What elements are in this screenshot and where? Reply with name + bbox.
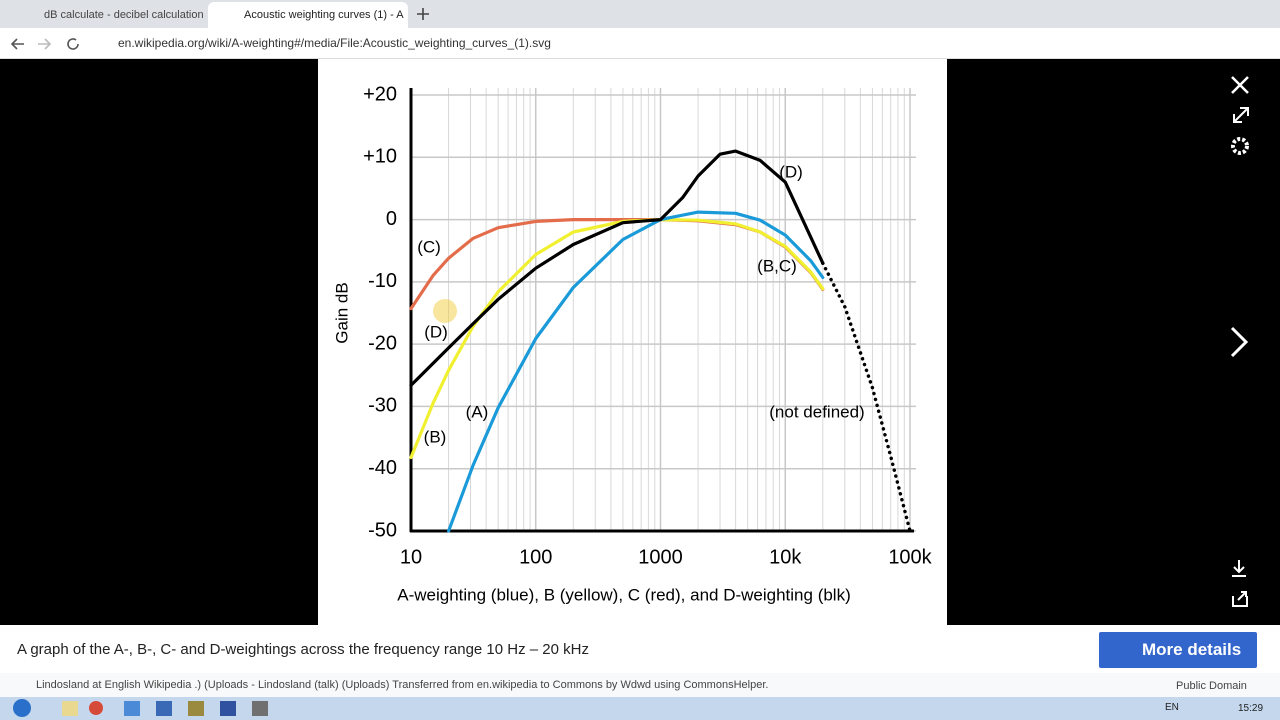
y-tick-label: -10 (368, 270, 397, 292)
y-tick-label: -30 (368, 395, 397, 417)
annotation: (B,C) (757, 256, 797, 275)
y-tick-label: -50 (368, 519, 397, 541)
attribution-bar: Lindosland at English Wikipedia .) (Uplo… (0, 673, 1280, 697)
cursor-highlight (433, 299, 457, 323)
tab-bar: dB calculate - decibel calculation Acous… (0, 0, 1280, 28)
download-icon[interactable] (1232, 560, 1246, 577)
expand-icon[interactable] (1233, 107, 1249, 123)
x-axis-label: A-weighting (blue), B (yellow), C (red),… (397, 585, 851, 604)
y-tick-label: -40 (368, 457, 397, 479)
settings-icon[interactable] (1231, 137, 1249, 155)
clock: 15:29 (1238, 703, 1264, 714)
annotation: (D) (779, 162, 803, 181)
x-tick-label: 1000 (638, 546, 683, 568)
more-details-button[interactable]: More details (1099, 632, 1257, 668)
url[interactable]: en.wikipedia.org/wiki/A-weighting#/media… (118, 36, 551, 50)
annotation: (A) (466, 402, 489, 421)
taskbar: EN 15:29 (0, 697, 1280, 720)
tab[interactable]: Acoustic weighting curves (1) - A (208, 2, 408, 28)
next-icon[interactable] (1230, 326, 1249, 358)
share-icon[interactable] (1232, 591, 1248, 607)
y-tick-label: 0 (386, 208, 397, 230)
y-tick-label: +20 (363, 83, 397, 105)
y-tick-label: +10 (363, 146, 397, 168)
x-tick-label: 10k (769, 546, 802, 568)
viewer-controls (1230, 76, 1249, 607)
x-tick-label: 10 (400, 546, 422, 568)
curve (409, 149, 825, 387)
taskbar-icons (13, 699, 268, 717)
annotation: (B) (424, 427, 447, 446)
curve (409, 218, 825, 460)
license[interactable]: Public Domain (1176, 680, 1247, 692)
x-tick-label: 100k (888, 546, 932, 568)
x-tick-label: 100 (519, 546, 552, 568)
nav-buttons[interactable] (10, 36, 86, 52)
annotation: (not defined) (769, 402, 864, 421)
annotation: (D) (424, 322, 448, 341)
language[interactable]: EN (1165, 702, 1179, 713)
caption-bar: A graph of the A-, B-, C- and D-weightin… (0, 625, 1280, 673)
attribution: Lindosland at English Wikipedia .) (Uplo… (36, 679, 769, 691)
new-tab-button[interactable] (416, 7, 430, 21)
y-tick-label: -20 (368, 332, 397, 354)
close-icon[interactable] (1231, 76, 1249, 94)
y-axis-label: Gain dB (332, 282, 351, 343)
caption: A graph of the A-, B-, C- and D-weightin… (17, 641, 589, 658)
address-bar: en.wikipedia.org/wiki/A-weighting#/media… (0, 28, 1280, 59)
curve (821, 261, 912, 533)
annotation: (C) (417, 237, 441, 256)
tab[interactable]: dB calculate - decibel calculation (44, 9, 204, 21)
